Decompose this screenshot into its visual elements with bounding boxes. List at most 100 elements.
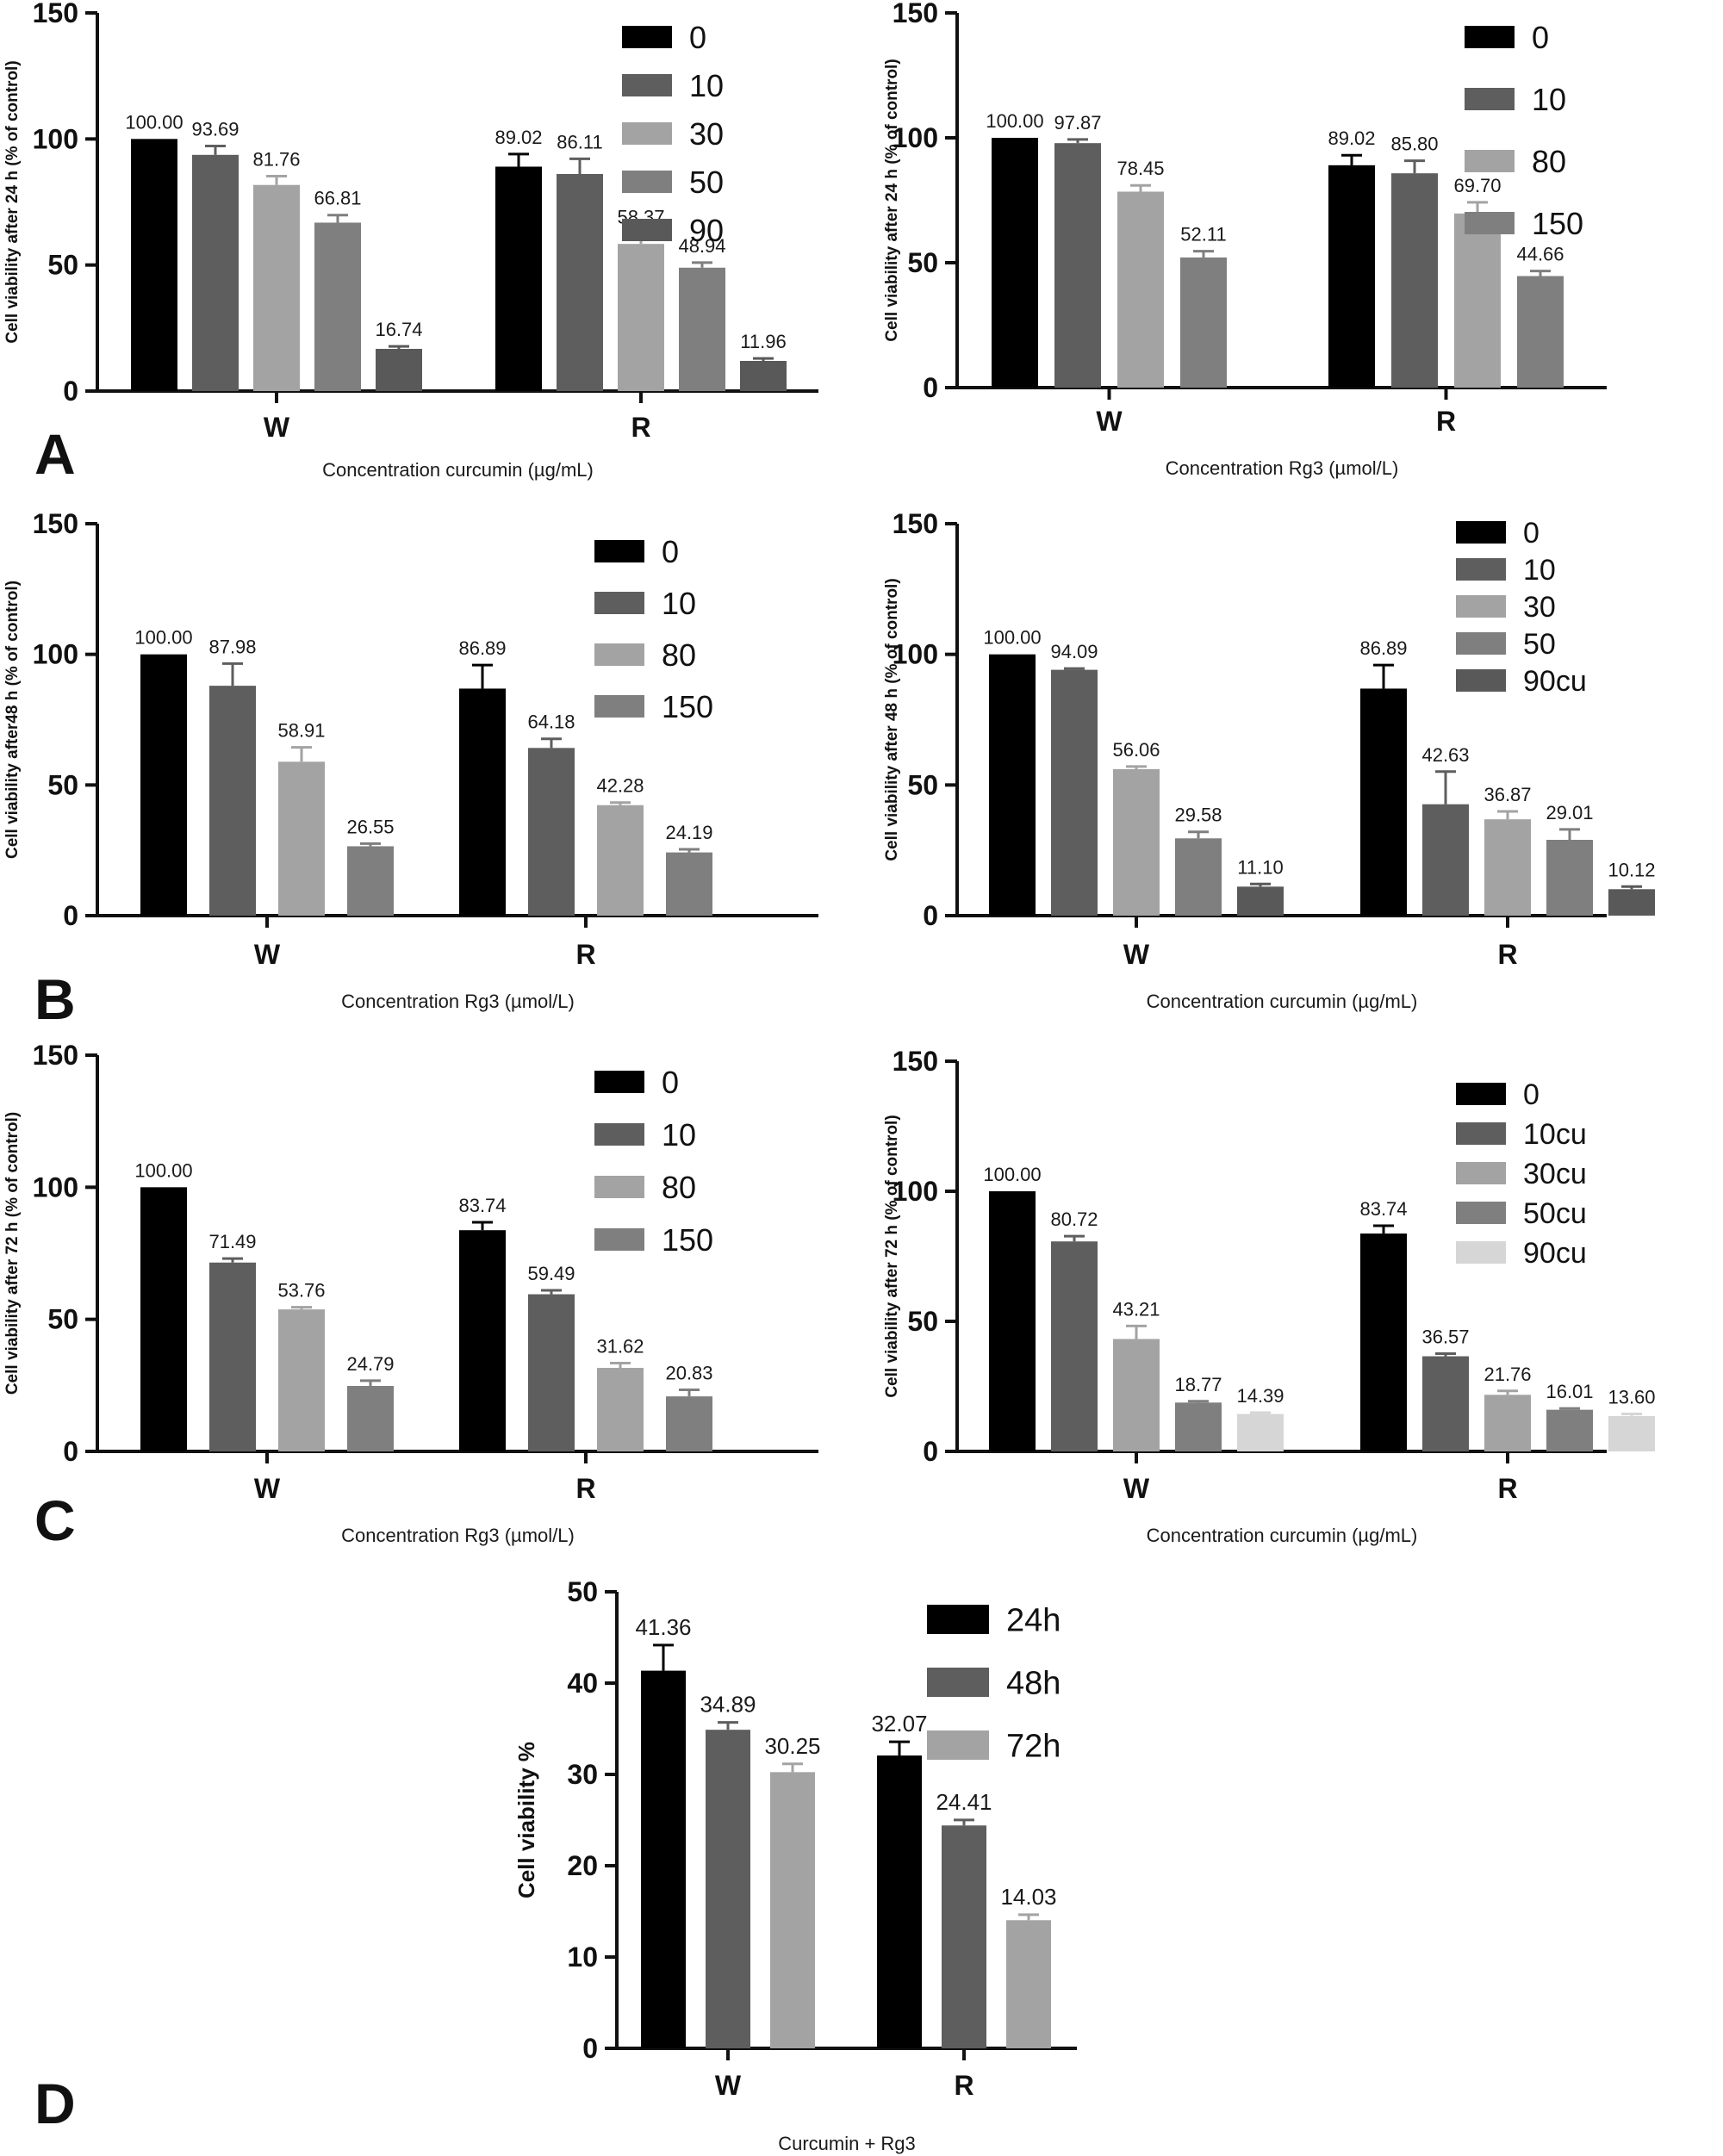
category-label: W	[254, 1473, 281, 1504]
data-label: 10.12	[1608, 859, 1655, 880]
data-label: 83.74	[458, 1195, 506, 1216]
bar	[877, 1755, 922, 2048]
legend-swatch	[594, 695, 644, 718]
data-label: 29.01	[1546, 802, 1593, 823]
panel-letter-d: D	[34, 2072, 76, 2135]
bar	[209, 686, 256, 916]
x-axis-label: Concentration curcumin (µg/mL)	[1147, 991, 1418, 1012]
bar	[1608, 1415, 1655, 1451]
data-label: 78.45	[1117, 158, 1164, 179]
legend-swatch	[1456, 632, 1506, 655]
bar	[706, 1730, 750, 2048]
category-label: W	[1123, 939, 1150, 970]
category-label: R	[1497, 1473, 1517, 1504]
bar	[1484, 819, 1531, 916]
x-axis-label: Concentration curcumin (µg/mL)	[1147, 1525, 1418, 1546]
bar	[1608, 889, 1655, 916]
legend-swatch	[1465, 26, 1515, 48]
y-tick-label: 150	[893, 0, 938, 28]
y-tick-label: 150	[33, 508, 78, 539]
bar	[1051, 669, 1098, 916]
data-label: 87.98	[208, 636, 256, 657]
legend-swatch	[622, 171, 672, 193]
y-tick-label: 0	[582, 2033, 598, 2064]
data-label: 16.74	[375, 319, 422, 340]
bar	[209, 1262, 256, 1451]
data-label: 100.00	[986, 110, 1043, 132]
legend-swatch	[594, 1228, 644, 1251]
bar	[1422, 804, 1469, 916]
legend-swatch	[622, 26, 672, 48]
legend-swatch	[1465, 88, 1515, 110]
legend-swatch	[594, 643, 644, 666]
data-label: 11.10	[1237, 856, 1283, 878]
bar	[679, 267, 725, 391]
y-tick-label: 100	[33, 639, 78, 670]
bar	[376, 349, 422, 391]
bar	[459, 688, 506, 916]
data-label: 14.39	[1236, 1385, 1284, 1407]
data-label: 58.91	[277, 720, 325, 742]
bar	[597, 805, 644, 916]
data-label: 86.89	[1359, 637, 1407, 659]
y-tick-label: 100	[893, 122, 938, 153]
y-tick-label: 100	[893, 639, 938, 670]
data-label: 86.11	[557, 131, 602, 152]
data-label: 80.72	[1050, 1208, 1098, 1230]
data-label: 26.55	[346, 816, 394, 837]
category-label: R	[631, 412, 650, 443]
data-label: 89.02	[495, 127, 542, 148]
data-label: 31.62	[596, 1336, 644, 1358]
y-tick-label: 50	[47, 1304, 78, 1335]
x-axis-label: Concentration Rg3 (µmol/L)	[341, 1525, 575, 1546]
legend-label: 10	[662, 586, 696, 621]
legend-swatch	[927, 1730, 989, 1760]
data-label: 53.76	[277, 1280, 325, 1302]
data-label: 71.49	[208, 1231, 256, 1252]
category-label: W	[264, 412, 290, 443]
y-tick-label: 0	[63, 900, 78, 931]
category-label: W	[1096, 406, 1123, 437]
data-label: 11.96	[740, 331, 786, 352]
legend-label: 150	[662, 689, 713, 724]
bar	[1175, 838, 1222, 916]
bar	[140, 654, 187, 916]
legend-swatch	[1456, 1241, 1506, 1264]
y-tick-label: 50	[907, 769, 938, 800]
data-label: 66.81	[314, 188, 361, 209]
bar	[1006, 1920, 1051, 2048]
y-tick-label: 0	[63, 1436, 78, 1467]
legend-label: 24h	[1006, 1603, 1061, 1639]
data-label: 14.03	[1000, 1884, 1056, 1910]
data-label: 52.11	[1180, 224, 1226, 245]
legend-label: 0	[662, 534, 679, 569]
data-label: 36.57	[1421, 1327, 1469, 1348]
y-tick-label: 50	[567, 1576, 598, 1607]
bar	[666, 1396, 712, 1451]
bar	[1360, 688, 1407, 916]
data-label: 56.06	[1112, 739, 1160, 761]
data-label: 59.49	[527, 1263, 575, 1284]
legend-label: 90cu	[1523, 1237, 1587, 1270]
bar	[278, 1309, 325, 1451]
category-label: W	[715, 2070, 742, 2101]
chart-b-right: 050100150100.0094.0956.0629.5811.10W86.8…	[883, 508, 1656, 1012]
y-tick-label: 50	[47, 769, 78, 800]
legend-swatch	[1465, 150, 1515, 172]
panel-letter-c: C	[34, 1488, 76, 1552]
data-label: 100.00	[983, 627, 1041, 649]
y-tick-label: 50	[907, 1306, 938, 1337]
legend-label: 72h	[1006, 1729, 1061, 1765]
legend-swatch	[594, 540, 644, 562]
category-label: W	[254, 939, 281, 970]
legend-swatch	[1456, 1202, 1506, 1224]
data-label: 43.21	[1112, 1298, 1160, 1320]
legend-label: 0	[1532, 20, 1549, 55]
bar	[666, 852, 712, 916]
legend-label: 50	[1523, 628, 1556, 661]
data-label: 83.74	[1359, 1198, 1407, 1220]
legend-label: 0	[1523, 1078, 1540, 1111]
bar	[278, 761, 325, 916]
bar	[131, 139, 177, 392]
